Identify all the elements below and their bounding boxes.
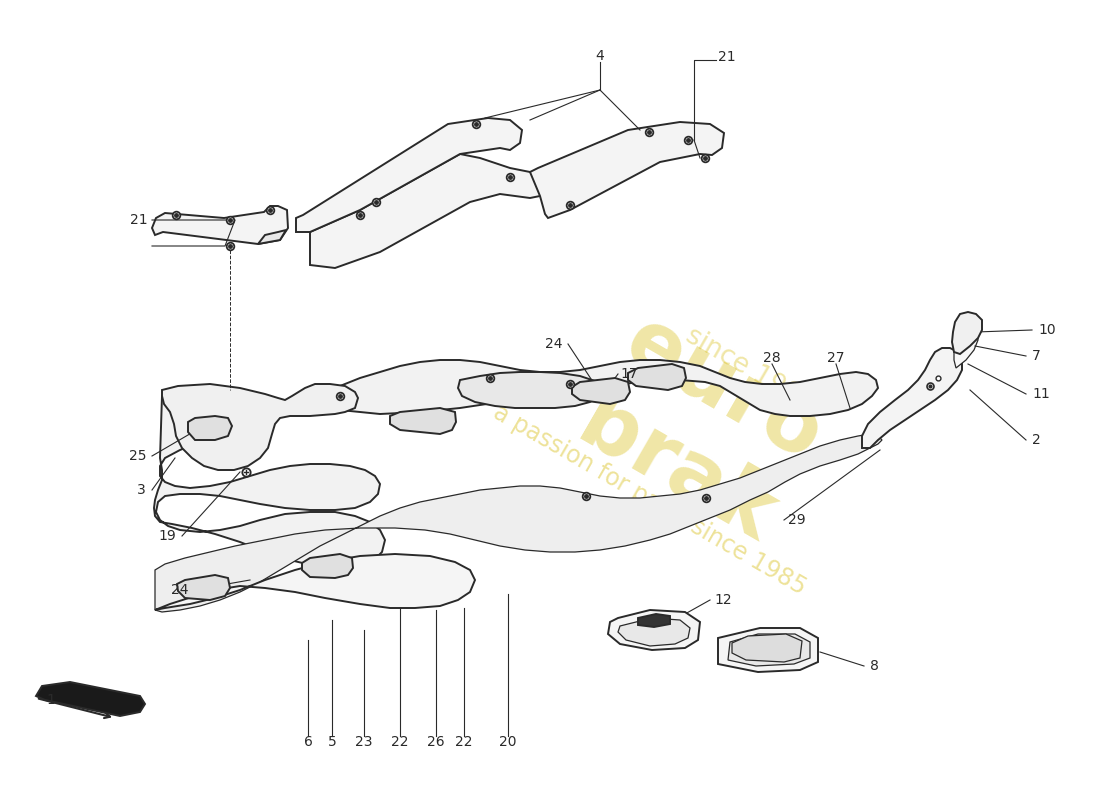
Polygon shape — [638, 614, 670, 627]
Polygon shape — [258, 230, 286, 244]
Text: 8: 8 — [870, 659, 879, 673]
Text: 17: 17 — [620, 367, 638, 381]
Text: euro
brak: euro brak — [563, 301, 837, 559]
Text: since 1985: since 1985 — [681, 322, 818, 418]
Text: 23: 23 — [355, 735, 373, 749]
Text: 11: 11 — [1032, 387, 1049, 401]
Text: a passion for parts since 1985: a passion for parts since 1985 — [490, 400, 811, 600]
Text: 21: 21 — [131, 213, 149, 227]
Polygon shape — [302, 554, 353, 578]
Text: 24: 24 — [170, 583, 188, 597]
Polygon shape — [390, 408, 456, 434]
Text: 29: 29 — [788, 513, 805, 527]
Polygon shape — [530, 122, 724, 218]
Polygon shape — [618, 618, 690, 646]
Polygon shape — [36, 682, 145, 716]
Polygon shape — [728, 634, 810, 666]
Text: 27: 27 — [827, 351, 845, 365]
Polygon shape — [152, 206, 288, 244]
Polygon shape — [188, 416, 232, 440]
Polygon shape — [458, 372, 602, 408]
Polygon shape — [177, 575, 230, 600]
Text: 20: 20 — [499, 735, 517, 749]
Text: 3: 3 — [138, 483, 146, 497]
Polygon shape — [628, 364, 686, 390]
Text: 19: 19 — [158, 529, 176, 543]
Text: 28: 28 — [763, 351, 781, 365]
Polygon shape — [155, 554, 475, 610]
Text: 6: 6 — [304, 735, 312, 749]
Text: 25: 25 — [129, 449, 146, 463]
Text: 12: 12 — [714, 593, 732, 607]
Text: 7: 7 — [1032, 349, 1041, 363]
Polygon shape — [862, 348, 962, 448]
Text: 21: 21 — [718, 50, 736, 64]
Text: 10: 10 — [1038, 323, 1056, 337]
Text: 24: 24 — [546, 337, 563, 351]
Polygon shape — [572, 378, 630, 404]
Polygon shape — [952, 312, 982, 354]
Text: 4: 4 — [595, 49, 604, 63]
Polygon shape — [155, 434, 882, 612]
Polygon shape — [718, 628, 818, 672]
Polygon shape — [162, 384, 358, 470]
Polygon shape — [310, 154, 544, 268]
Text: 5: 5 — [328, 735, 337, 749]
Text: 22: 22 — [392, 735, 409, 749]
Polygon shape — [954, 325, 978, 368]
Polygon shape — [732, 634, 802, 662]
Text: 1: 1 — [46, 693, 55, 707]
Text: 2: 2 — [1032, 433, 1041, 447]
Polygon shape — [296, 118, 522, 232]
Text: 22: 22 — [455, 735, 473, 749]
Polygon shape — [154, 360, 878, 568]
Text: 26: 26 — [427, 735, 444, 749]
Polygon shape — [608, 610, 700, 650]
